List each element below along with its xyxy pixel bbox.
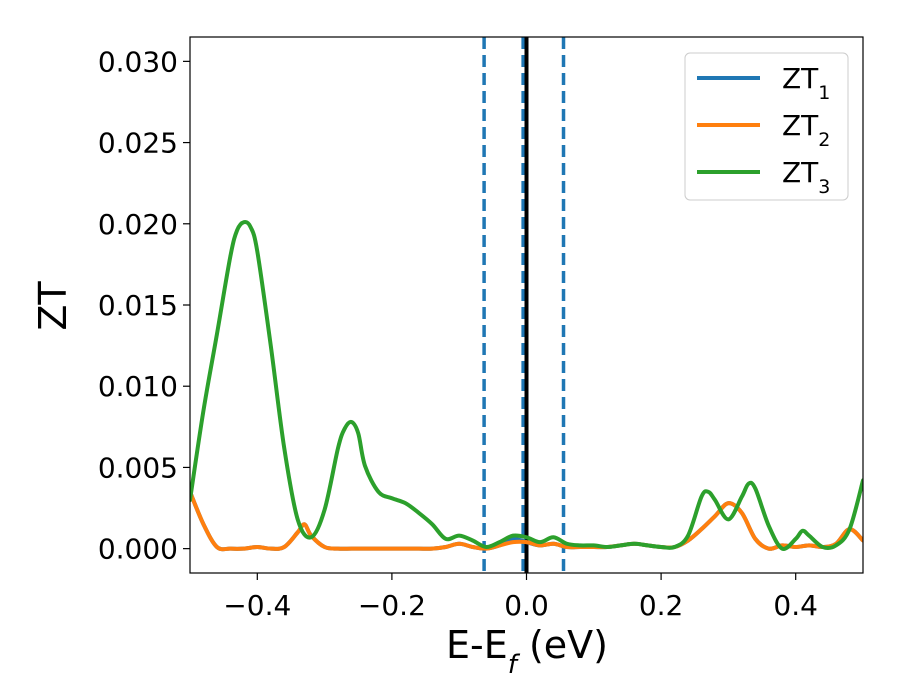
legend-label-zt1: ZT1: [782, 62, 830, 104]
y-axis-ticks: 0.000 0.005 0.010 0.015 0.020 0.025 0.030: [98, 45, 190, 566]
x-tick-label: 0.0: [504, 589, 549, 622]
legend-label-zt2: ZT2: [782, 109, 830, 151]
y-tick-label: 0.005: [98, 451, 178, 484]
y-tick-label: 0.020: [98, 208, 178, 241]
x-axis-ticks: −0.4 −0.2 0.0 0.2 0.4: [223, 573, 818, 622]
y-tick-label: 0.025: [98, 127, 178, 160]
x-tick-label: −0.2: [358, 589, 426, 622]
x-tick-label: −0.4: [223, 589, 291, 622]
x-tick-label: 0.2: [639, 589, 684, 622]
legend: ZT1 ZT2 ZT3: [684, 52, 849, 201]
y-axis-label: ZT: [31, 281, 75, 331]
series-line-zt3: [190, 220, 863, 551]
vertical-lines: [482, 37, 566, 573]
series-lines: [190, 220, 863, 552]
legend-box: [684, 52, 849, 201]
y-tick-label: 0.030: [98, 45, 178, 78]
y-tick-label: 0.010: [98, 370, 178, 403]
x-axis-label: E-Ef (eV): [446, 623, 608, 680]
x-tick-label: 0.4: [773, 589, 818, 622]
y-tick-label: 0.015: [98, 289, 178, 322]
legend-label-zt3: ZT3: [782, 156, 830, 198]
y-tick-label: 0.000: [98, 533, 178, 566]
